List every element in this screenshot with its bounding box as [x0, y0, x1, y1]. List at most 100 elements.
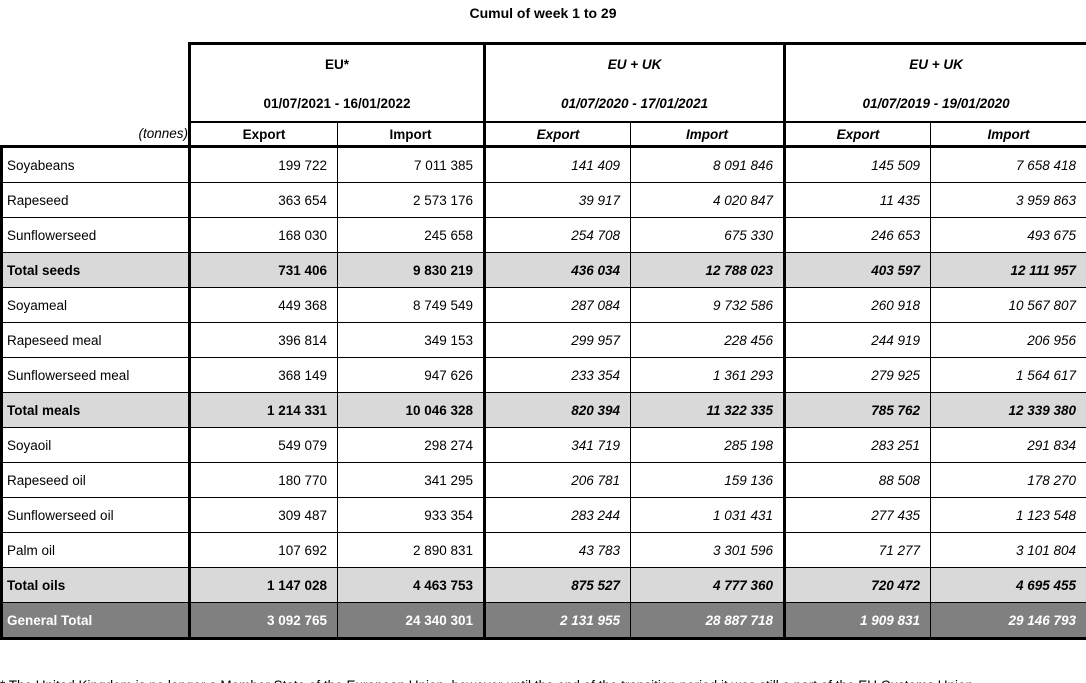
value-cell: 260 918: [783, 287, 932, 323]
table-row: Sunflowerseed oil 309 487 933 354 283 244 1 …: [0, 497, 1086, 533]
value-cell: 233 354: [483, 357, 632, 393]
value-cell: 1 123 548: [930, 497, 1086, 533]
row-label: Rapeseed: [0, 182, 191, 218]
value-cell: 168 030: [189, 217, 338, 253]
value-cell: 341 719: [483, 427, 632, 463]
value-cell: 947 626: [336, 357, 486, 393]
row-label: Palm oil: [0, 532, 191, 568]
value-cell: 820 394: [483, 392, 632, 428]
value-cell: 28 887 718: [630, 602, 786, 640]
value-cell: 3 092 765: [189, 602, 338, 640]
row-label: Rapeseed meal: [0, 322, 191, 358]
row-label: Sunflowerseed meal: [0, 357, 191, 393]
value-cell: 7 658 418: [930, 146, 1086, 183]
col-header-import: Import: [930, 121, 1086, 148]
value-cell: 246 653: [783, 217, 932, 253]
value-cell: 9 830 219: [336, 252, 486, 288]
group-name: EU*: [325, 57, 350, 72]
header-blank-cell: [2, 44, 190, 123]
group-period: 01/07/2021 - 16/01/2022: [263, 96, 411, 111]
value-cell: 549 079: [189, 427, 338, 463]
value-cell: 1 031 431: [630, 497, 786, 533]
value-cell: 4 777 360: [630, 567, 786, 603]
value-cell: 8 091 846: [630, 146, 786, 183]
value-cell: 12 111 957: [930, 252, 1086, 288]
footnote-line: * The United Kingdom is no longer a Memb…: [0, 677, 1086, 683]
table-row: Rapeseed oil 180 770 341 295 206 781 159 136…: [0, 462, 1086, 498]
group-name: EU + UK: [607, 57, 662, 72]
value-cell: 10 567 807: [930, 287, 1086, 323]
value-cell: 39 917: [483, 182, 632, 218]
value-cell: 159 136: [630, 462, 786, 498]
value-cell: 1 214 331: [189, 392, 338, 428]
group-period: 01/07/2020 - 17/01/2021: [560, 96, 709, 111]
value-cell: 12 788 023: [630, 252, 786, 288]
value-cell: 228 456: [630, 322, 786, 358]
value-cell: 11 322 335: [630, 392, 786, 428]
row-label: Sunflowerseed oil: [0, 497, 191, 533]
value-cell: 449 368: [189, 287, 338, 323]
value-cell: 720 472: [783, 567, 932, 603]
table-row: Palm oil 107 692 2 890 831 43 783 3 301 596 7…: [0, 532, 1086, 568]
table-row: Soyaoil 549 079 298 274 341 719 285 198 283 2…: [0, 427, 1086, 463]
value-cell: 145 509: [783, 146, 932, 183]
value-cell: 277 435: [783, 497, 932, 533]
value-cell: 254 708: [483, 217, 632, 253]
value-cell: 3 301 596: [630, 532, 786, 568]
table-row: Total oils 1 147 028 4 463 753 875 527 4 777…: [0, 567, 1086, 603]
value-cell: 396 814: [189, 322, 338, 358]
value-cell: 8 749 549: [336, 287, 486, 323]
group-header-eu-uk-2020: EU + UK 01/07/2020 - 17/01/2021: [483, 42, 787, 123]
value-cell: 178 270: [930, 462, 1086, 498]
value-cell: 244 919: [783, 322, 932, 358]
value-cell: 785 762: [783, 392, 932, 428]
table-row: Total meals 1 214 331 10 046 328 820 394 11 …: [0, 392, 1086, 428]
value-cell: 287 084: [483, 287, 632, 323]
value-cell: 731 406: [189, 252, 338, 288]
trade-table: EU* 01/07/2021 - 16/01/2022 EU + UK 01/0…: [0, 42, 1086, 640]
value-cell: 298 274: [336, 427, 486, 463]
value-cell: 71 277: [783, 532, 932, 568]
table-row: Soyameal 449 368 8 749 549 287 084 9 732 586…: [0, 287, 1086, 323]
value-cell: 341 295: [336, 462, 486, 498]
value-cell: 1 147 028: [189, 567, 338, 603]
group-header-eu: EU* 01/07/2021 - 16/01/2022: [187, 42, 487, 123]
value-cell: 285 198: [630, 427, 786, 463]
table-row: Soyabeans 199 722 7 011 385 141 409 8 091 84…: [0, 146, 1086, 183]
group-period: 01/07/2019 - 19/01/2020: [862, 96, 1010, 111]
col-header-export: Export: [188, 121, 338, 148]
value-cell: 299 957: [483, 322, 632, 358]
value-cell: 279 925: [783, 357, 932, 393]
table-row: General Total 3 092 765 24 340 301 2 131 95…: [0, 602, 1086, 640]
table-row: Sunflowerseed 168 030 245 658 254 708 675 33…: [0, 217, 1086, 253]
col-header-export: Export: [783, 121, 932, 148]
row-label: Soyabeans: [0, 146, 191, 183]
value-cell: 3 101 804: [930, 532, 1086, 568]
group-header-eu-uk-2019: EU + UK 01/07/2019 - 19/01/2020: [783, 42, 1086, 123]
value-cell: 245 658: [336, 217, 486, 253]
value-cell: 933 354: [336, 497, 486, 533]
value-cell: 180 770: [189, 462, 338, 498]
value-cell: 349 153: [336, 322, 486, 358]
value-cell: 675 330: [630, 217, 786, 253]
value-cell: 283 244: [483, 497, 632, 533]
value-cell: 11 435: [783, 182, 932, 218]
row-label: Total meals: [0, 392, 191, 428]
value-cell: 3 959 863: [930, 182, 1086, 218]
table-header: EU* 01/07/2021 - 16/01/2022 EU + UK 01/0…: [1, 42, 1086, 148]
value-cell: 12 339 380: [930, 392, 1086, 428]
value-cell: 206 956: [930, 322, 1086, 358]
value-cell: 10 046 328: [336, 392, 486, 428]
group-header-row: EU* 01/07/2021 - 16/01/2022 EU + UK 01/0…: [2, 42, 1086, 123]
value-cell: 199 722: [189, 146, 338, 183]
value-cell: 2 890 831: [336, 532, 486, 568]
subheader-row: (tonnes) Export Import Export Import Exp…: [1, 121, 1086, 148]
value-cell: 88 508: [783, 462, 932, 498]
value-cell: 29 146 793: [930, 602, 1086, 640]
value-cell: 363 654: [189, 182, 338, 218]
value-cell: 436 034: [483, 252, 632, 288]
table-row: Sunflowerseed meal 368 149 947 626 233 354 1…: [0, 357, 1086, 393]
page-title: Cumul of week 1 to 29: [469, 5, 617, 21]
value-cell: 309 487: [189, 497, 338, 533]
